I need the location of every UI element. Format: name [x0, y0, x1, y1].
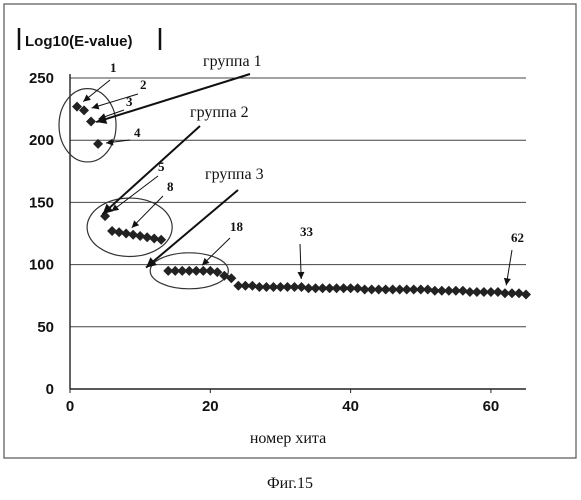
group-ellipse-2	[87, 198, 172, 256]
figure-caption: Фиг.15	[267, 475, 313, 492]
hit-arrow-5-line	[111, 176, 158, 211]
group-label-2: группа 2	[190, 104, 249, 121]
x-tick-label-20: 20	[202, 398, 219, 415]
data-point-65	[521, 289, 531, 299]
y-tick-label-0: 0	[46, 381, 54, 398]
hit-arrow-1-head	[83, 94, 91, 101]
data-point-3	[86, 117, 96, 127]
group-label-3: группа 3	[205, 166, 264, 183]
hit-label-3: 3	[126, 94, 133, 109]
y-tick-label-200: 200	[29, 132, 54, 149]
chart-frame	[4, 4, 576, 458]
x-tick-label-0: 0	[66, 398, 74, 415]
hit-label-2: 2	[140, 77, 147, 92]
hit-label-62: 62	[511, 230, 524, 245]
x-axis-label: номер хита	[250, 430, 326, 447]
hit-arrow-33-head	[297, 272, 304, 279]
hit-arrow-3-head	[99, 113, 107, 120]
hit-arrow-62-head	[504, 278, 511, 285]
y-tick-label-150: 150	[29, 194, 54, 211]
y-axis-label: Log10(E-value)	[25, 33, 133, 50]
data-points	[72, 102, 531, 300]
hit-label-1: 1	[110, 60, 117, 75]
group-arrow-2-line	[103, 126, 200, 214]
hit-label-5: 5	[158, 159, 165, 174]
hit-label-4: 4	[134, 125, 141, 140]
hit-label-33: 33	[300, 224, 314, 239]
hit-arrow-4-head	[106, 139, 113, 146]
y-tick-label-50: 50	[37, 319, 54, 336]
hit-label-18: 18	[230, 219, 244, 234]
x-tick-label-60: 60	[483, 398, 500, 415]
y-tick-label-250: 250	[29, 70, 54, 87]
group-label-1: группа 1	[203, 53, 262, 70]
group-arrow-3-line	[146, 190, 238, 268]
x-tick-label-40: 40	[342, 398, 359, 415]
hit-label-8: 8	[167, 179, 174, 194]
annotations: группа 1 группа 2 группа 3 1 23 4 58 18 33 62	[83, 53, 524, 285]
hit-arrow-2-head	[92, 103, 100, 110]
y-tick-label-100: 100	[29, 257, 54, 274]
